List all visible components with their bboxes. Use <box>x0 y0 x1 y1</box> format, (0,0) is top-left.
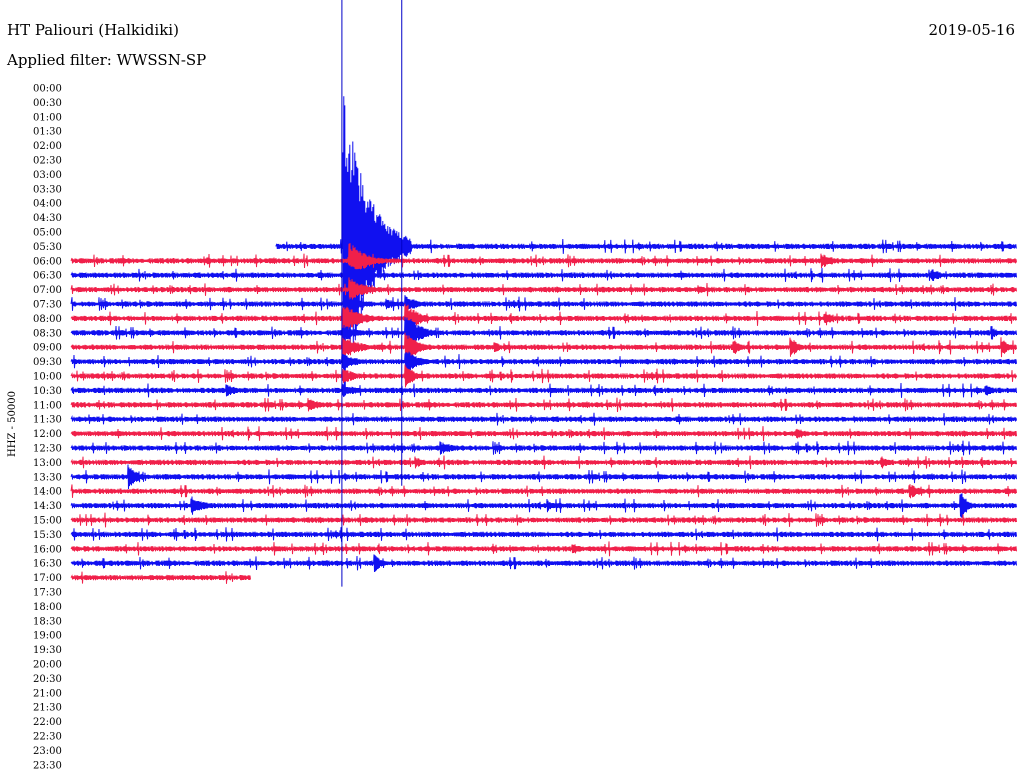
row-time-label: 04:00 <box>33 199 62 210</box>
row-time-label: 12:00 <box>33 429 62 440</box>
trace-row <box>70 294 1017 314</box>
trace-row <box>70 332 1017 362</box>
trace-row <box>275 96 1017 397</box>
trace-row <box>70 397 1017 413</box>
row-time-label: 03:00 <box>33 170 62 181</box>
row-time-label: 09:30 <box>33 357 62 368</box>
row-time-label: 23:00 <box>33 746 62 757</box>
trace-rows <box>70 96 1017 584</box>
row-time-label: 07:00 <box>33 285 62 296</box>
trace-row <box>70 303 1017 334</box>
date-label: 2019-05-16 <box>928 21 1015 39</box>
trace-row <box>70 464 1017 490</box>
row-time-label: 02:00 <box>33 141 62 152</box>
row-time-label: 19:30 <box>33 645 62 656</box>
row-time-label: 19:00 <box>33 631 62 642</box>
trace-row <box>70 541 1017 557</box>
filter-subtitle: Applied filter: WWSSN-SP <box>7 51 207 69</box>
trace-row <box>70 265 1017 286</box>
row-time-label: 02:30 <box>33 156 62 167</box>
trace-row <box>70 277 1017 302</box>
row-time-label: 10:00 <box>33 372 62 383</box>
row-time-label: 22:00 <box>33 717 62 728</box>
row-time-label: 13:00 <box>33 458 62 469</box>
trace-row <box>70 493 1017 518</box>
trace-row <box>70 351 1017 372</box>
trace-row <box>70 554 1017 573</box>
trace-row <box>70 426 1017 442</box>
trace-row <box>70 412 1017 426</box>
row-time-label: 00:30 <box>33 98 62 109</box>
row-time-label: 09:00 <box>33 343 62 354</box>
row-time-label: 18:00 <box>33 602 62 613</box>
row-time-label: 03:30 <box>33 184 62 195</box>
trace-row <box>70 484 1017 499</box>
row-time-label: 16:00 <box>33 544 62 555</box>
row-time-label: 10:30 <box>33 386 62 397</box>
row-time-label: 08:30 <box>33 328 62 339</box>
row-time-label: 05:00 <box>33 228 62 239</box>
row-time-label: 14:30 <box>33 501 62 512</box>
trace-row <box>70 364 1017 388</box>
trace-row <box>70 243 1017 279</box>
trace-row <box>70 455 1017 470</box>
row-time-label: 06:00 <box>33 256 62 267</box>
row-time-label: 21:30 <box>33 703 62 714</box>
trace-row <box>70 571 251 584</box>
row-time-label: 14:00 <box>33 487 62 498</box>
row-time-label: 08:00 <box>33 314 62 325</box>
row-time-label: 11:00 <box>33 400 62 411</box>
row-time-label: 15:00 <box>33 516 62 527</box>
trace-row <box>70 527 1017 542</box>
row-time-label: 15:30 <box>33 530 62 541</box>
row-time-label: 16:30 <box>33 559 62 570</box>
trace-row <box>70 512 1017 528</box>
row-time-label: 17:00 <box>33 573 62 584</box>
row-time-label: 00:00 <box>33 84 62 95</box>
row-time-label: 06:30 <box>33 271 62 282</box>
row-time-label: 23:30 <box>33 760 62 771</box>
row-time-label: 11:30 <box>33 415 62 426</box>
row-time-label: 05:30 <box>33 242 62 253</box>
row-time-label: 21:00 <box>33 688 62 699</box>
time-axis-labels: 00:00 00:30 01:00 01:30 02:00 02:30 03:00 03:30… <box>33 84 62 772</box>
row-time-label: 20:30 <box>33 674 62 685</box>
trace-row <box>70 440 1017 456</box>
trace-row <box>70 382 1017 398</box>
row-time-label: 17:30 <box>33 588 62 599</box>
row-time-label: 13:30 <box>33 472 62 483</box>
row-time-label: 04:30 <box>33 213 62 224</box>
row-time-label: 01:30 <box>33 127 62 138</box>
row-time-label: 12:30 <box>33 444 62 455</box>
row-time-label: 07:30 <box>33 300 62 311</box>
event-markers <box>341 0 403 587</box>
station-title: HT Paliouri (Halkidiki) <box>7 21 179 39</box>
row-time-label: 22:30 <box>33 732 62 743</box>
trace-row <box>70 317 1017 349</box>
row-time-label: 01:00 <box>33 112 62 123</box>
row-time-label: 18:30 <box>33 616 62 627</box>
row-time-label: 20:00 <box>33 660 62 671</box>
